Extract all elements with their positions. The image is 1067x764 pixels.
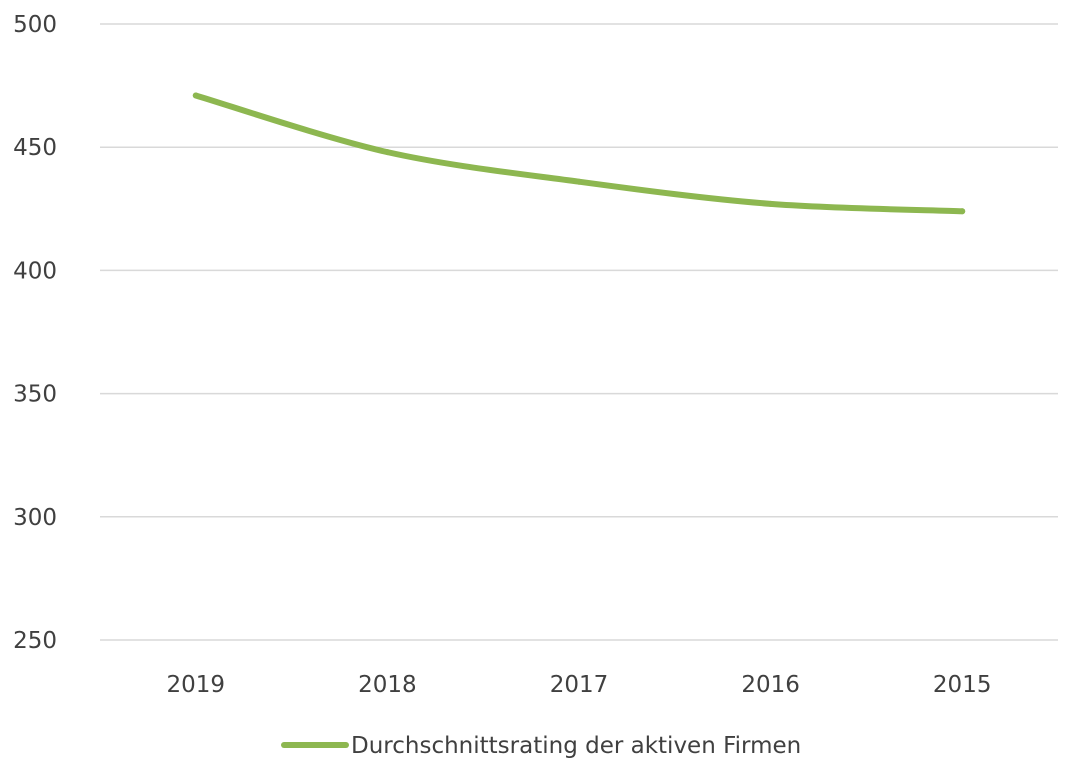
x-tick-label: 2016 (741, 672, 800, 698)
series-line-0 (192, 92, 966, 215)
x-tick-label: 2015 (933, 672, 992, 698)
y-tick-label: 250 (13, 628, 57, 654)
x-tick-label: 2017 (550, 672, 609, 698)
grid-lines (100, 23, 1058, 641)
x-tick-label: 2018 (358, 672, 417, 698)
y-tick-label: 450 (13, 135, 57, 161)
y-tick-label: 300 (13, 505, 57, 531)
x-axis-tick-labels: 2019 2018 2017 2016 2015 (167, 672, 992, 698)
y-tick-label: 500 (13, 12, 57, 38)
series-lines (192, 92, 966, 215)
data-point-2016 (767, 200, 774, 207)
data-point-2018 (384, 149, 391, 156)
y-tick-label: 400 (13, 258, 57, 284)
y-tick-label: 350 (13, 382, 57, 408)
data-point-2017 (576, 178, 582, 185)
legend: Durchschnittsrating der aktiven Firmen (281, 733, 801, 759)
y-axis-tick-labels: 500 450 400 350 300 250 (13, 12, 57, 654)
x-tick-label: 2019 (167, 672, 226, 698)
data-point-2015 (959, 208, 966, 215)
legend-label: Durchschnittsrating der aktiven Firmen (351, 733, 801, 759)
data-point-2019 (192, 92, 199, 99)
